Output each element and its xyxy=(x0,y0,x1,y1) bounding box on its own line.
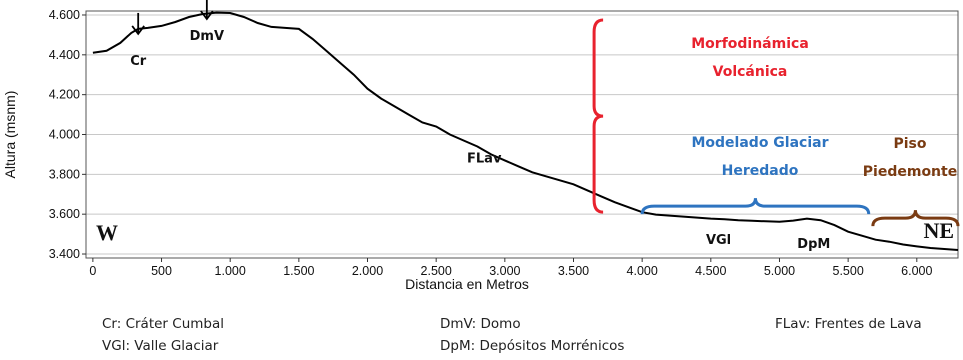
y-tick-label: 4.200 xyxy=(49,88,80,102)
legend-item-flav: FLav: Frentes de Lava xyxy=(775,316,922,332)
direction-label-ne: NE xyxy=(923,218,954,243)
x-tick-label: 1.500 xyxy=(283,264,314,278)
zone-label: Piso xyxy=(893,136,926,152)
zone-label: Piedemonte xyxy=(863,164,957,180)
zone-annotations: Morfodinámica Volcánica Modelado Glaciar He… xyxy=(592,18,960,227)
y-axis: 3.400 3.600 3.800 4.000 4.200 4.400 4.600 xyxy=(49,8,86,261)
feature-arrow-head xyxy=(200,10,214,21)
gridlines xyxy=(86,14,958,255)
legend-item-dpm: DpM: Depósitos Morrénicos xyxy=(440,338,625,354)
zone-label: Modelado Glaciar xyxy=(691,135,828,151)
zone-label: Morfodinámica xyxy=(691,36,809,52)
feature-label: DpM xyxy=(797,237,830,252)
x-axis-title: Distancia en Metros xyxy=(405,276,529,292)
x-tick-label: 3.000 xyxy=(489,264,520,278)
y-tick-label: 3.400 xyxy=(49,247,80,261)
feature-label: Cr xyxy=(130,54,147,69)
x-tick-label: 5.000 xyxy=(764,264,795,278)
feature-label: FLav xyxy=(467,151,502,166)
x-tick-label: 6.000 xyxy=(901,264,932,278)
y-tick-label: 4.000 xyxy=(49,128,80,142)
x-tick-label: 4.500 xyxy=(695,264,726,278)
zone-brace xyxy=(640,198,871,215)
elevation-profile-chart: 3.400 3.600 3.800 4.000 4.200 4.400 4.600 0 500… xyxy=(2,0,960,292)
zone-label: Volcánica xyxy=(713,64,788,80)
x-tick-label: 0 xyxy=(89,264,96,278)
x-tick-label: 2.000 xyxy=(352,264,383,278)
feature-label: DmV xyxy=(190,29,224,44)
x-tick-label: 2.500 xyxy=(421,264,452,278)
y-tick-label: 3.600 xyxy=(49,207,80,221)
y-axis-title: Altura (msnm) xyxy=(2,91,18,179)
feature-annotations: Cr DmV FLav VGl DpM xyxy=(130,0,830,252)
legend-item-cr: Cr: Cráter Cumbal xyxy=(102,316,224,332)
legend-item-vgl: VGl: Valle Glaciar xyxy=(102,338,219,354)
x-tick-label: 1.000 xyxy=(215,264,246,278)
x-axis: 0 500 1.000 1.500 2.000 2.500 3.000 3.500 4.000 4… xyxy=(89,258,932,278)
direction-label-w: W xyxy=(96,220,118,245)
feature-label: VGl xyxy=(706,233,731,248)
profile-line xyxy=(92,11,959,251)
zone-label: Heredado xyxy=(722,163,799,179)
legend-item-dmv: DmV: Domo xyxy=(440,316,521,332)
x-tick-label: 4.000 xyxy=(627,264,658,278)
y-tick-label: 4.600 xyxy=(49,8,80,22)
y-tick-label: 3.800 xyxy=(49,167,80,181)
x-tick-label: 500 xyxy=(151,264,172,278)
zone-brace xyxy=(592,18,604,214)
y-tick-label: 4.400 xyxy=(49,48,80,62)
feature-arrow-head xyxy=(131,25,145,36)
x-tick-label: 5.500 xyxy=(833,264,864,278)
x-tick-label: 3.500 xyxy=(558,264,589,278)
